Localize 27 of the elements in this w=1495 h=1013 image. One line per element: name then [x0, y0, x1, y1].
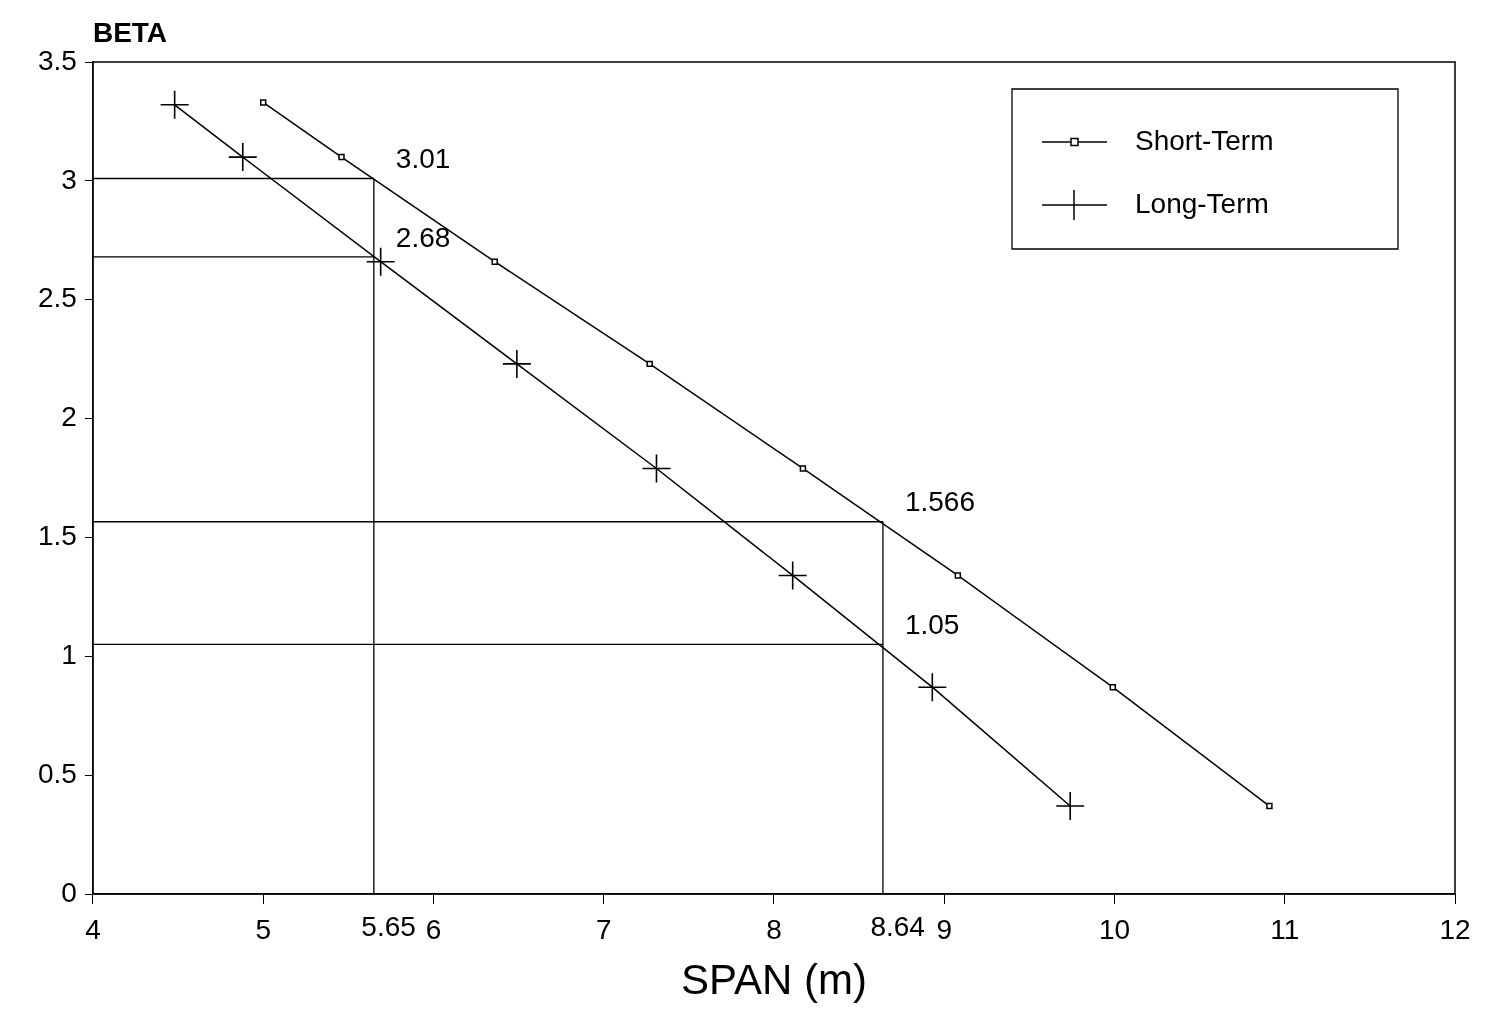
y-tick-label: 3.5 — [37, 44, 77, 76]
y-tick-label: 0 — [61, 876, 77, 908]
ref-line-label: 2.68 — [395, 221, 451, 253]
x-tick-label: 11 — [1270, 913, 1300, 945]
x-tick-label: 5 — [255, 913, 271, 945]
x-tick-label: 8 — [766, 913, 782, 945]
y-tick-label: 1 — [61, 639, 77, 670]
x-tick-label: 7 — [595, 913, 612, 945]
x-tick-label: 4 — [85, 913, 101, 945]
y-tick-label: 2 — [61, 401, 77, 433]
legend-label: Short-Term — [1135, 124, 1274, 156]
x-axis-title: SPAN (m) — [681, 956, 867, 1004]
ref-line-label: 1.05 — [904, 609, 960, 641]
ref-line-label: 1.566 — [904, 486, 976, 518]
x-tick-label: 9 — [936, 913, 953, 945]
ref-line-label: 5.65 — [361, 910, 416, 942]
ref-line-label: 3.01 — [395, 143, 451, 175]
y-tick-label: 1.5 — [37, 520, 77, 552]
y-tick-label: 0.5 — [37, 757, 77, 789]
x-tick-label: 6 — [425, 913, 442, 945]
y-tick-label: 3 — [61, 163, 77, 195]
y-tick-label: 2.5 — [37, 282, 77, 314]
y-axis-title: BETA — [92, 16, 168, 48]
ref-line-label: 8.64 — [870, 910, 925, 942]
x-tick-label: 12 — [1439, 913, 1471, 945]
legend-label: Long-Term — [1135, 187, 1269, 219]
x-tick-label: 10 — [1098, 913, 1131, 945]
